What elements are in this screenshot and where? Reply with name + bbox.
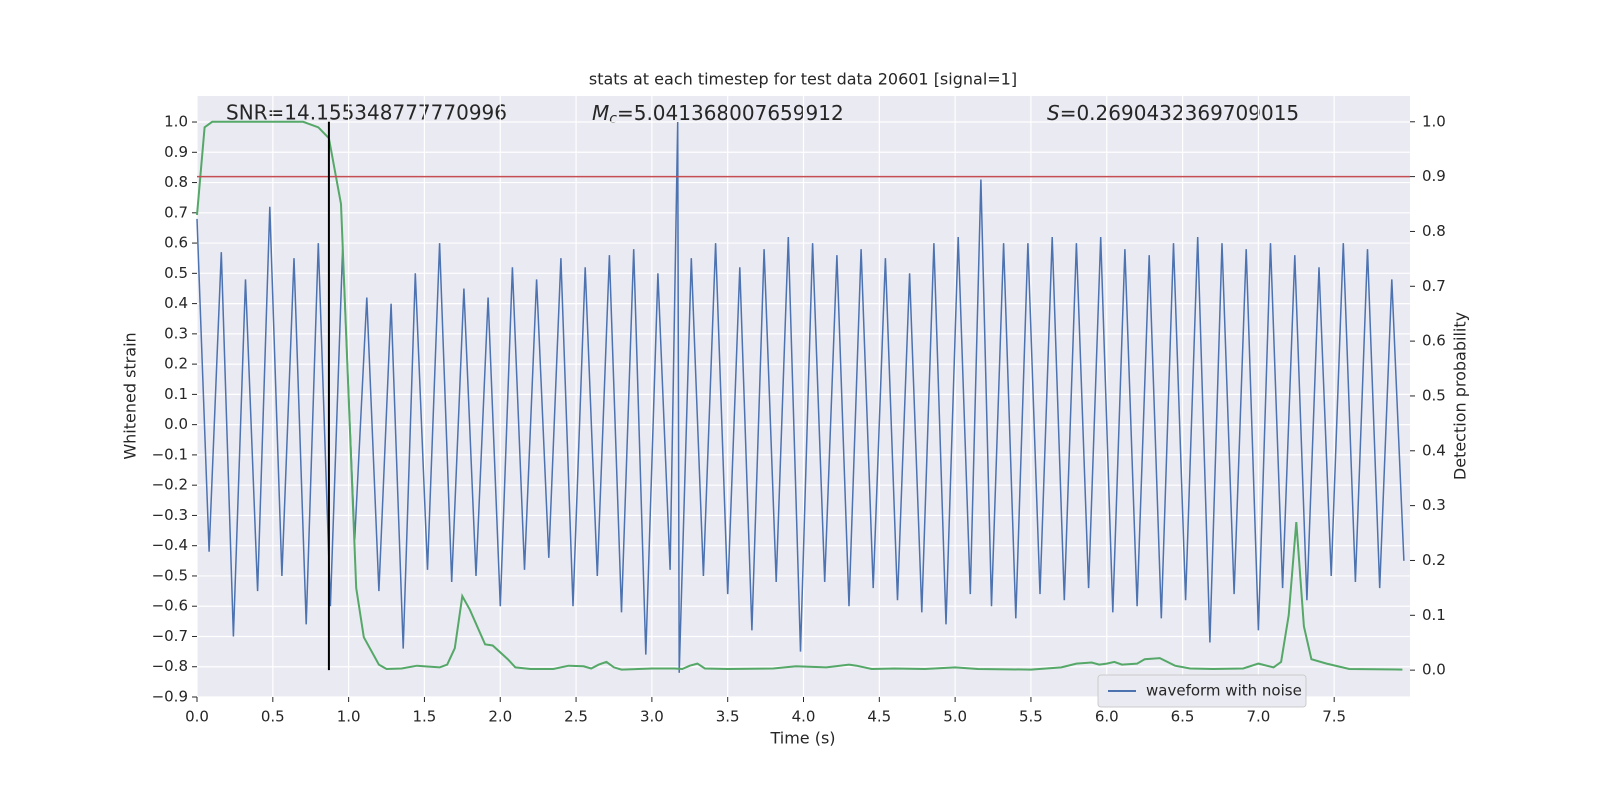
x-tick-label: 2.0 [488,708,512,726]
y2-tick-label: 0.8 [1422,222,1446,240]
annotation: Mc=5.041368007659912 [592,101,844,128]
y-tick-label: 0.1 [164,385,188,403]
y-tick-label: −0.2 [152,476,188,494]
x-tick-label: 4.0 [792,708,816,726]
y2-tick-label: 0.5 [1422,386,1446,404]
y2-tick-label: 0.1 [1422,606,1446,624]
x-tick-label: 6.0 [1095,708,1119,726]
y-tick-label: −0.1 [152,445,188,463]
series-line [196,121,1405,673]
annotation: S=0.2690432369709015 [1047,101,1299,125]
y-tick-label: −0.8 [152,657,188,675]
annotation-text: =5.041368007659912 [617,101,844,125]
y-tick-label: 0.3 [164,324,188,342]
series-line [196,120,1403,671]
x-tick-label: 3.5 [716,708,740,726]
x-tick-label: 1.5 [413,708,437,726]
y2-tick-label: 0.0 [1422,661,1446,679]
annotation-symbol: S [1047,101,1060,125]
y-tick-label: −0.6 [152,597,188,615]
x-tick-label: 6.5 [1171,708,1195,726]
y-tick-label: 0.2 [164,355,188,373]
y-tick-label: 0.0 [164,415,188,433]
y-tick-label: −0.4 [152,536,188,554]
x-tick-label: 2.5 [564,708,588,726]
legend-box [1097,674,1307,708]
y2-tick-label: 0.2 [1422,551,1446,569]
y-tick-label: 0.4 [164,294,188,312]
y-tick-label: 0.6 [164,234,188,252]
y-tick-label: 0.5 [164,264,188,282]
annotation-symbol: M [592,101,609,125]
y2-tick-label: 0.3 [1422,496,1446,514]
y-tick-label: −0.5 [152,566,188,584]
y2-tick-label: 0.4 [1422,441,1446,459]
y-tick-label: 0.7 [164,203,188,221]
y-tick-label: 0.9 [164,143,188,161]
y2-axis-label: Detection probability [1451,312,1470,480]
y-tick-label: 1.0 [164,113,188,131]
x-tick-label: 0.0 [185,708,209,726]
y-tick-label: 0.8 [164,173,188,191]
x-tick-label: 5.0 [943,708,967,726]
x-tick-label: 1.0 [337,708,361,726]
y-axis-label: Whitened strain [121,332,140,459]
x-tick-label: 7.0 [1246,708,1270,726]
y2-tick-label: 0.9 [1422,167,1446,185]
annotation-subscript: c [609,111,617,127]
annotation-text: =0.2690432369709015 [1060,101,1299,125]
y-tick-label: −0.3 [152,506,188,524]
x-tick-label: 0.5 [261,708,285,726]
chart-title: stats at each timestep for test data 206… [589,70,1017,89]
x-tick-label: 5.5 [1019,708,1043,726]
x-axis-label: Time (s) [769,729,835,748]
y2-tick-label: 0.7 [1422,277,1446,295]
y2-tick-label: 0.6 [1422,332,1446,350]
x-tick-label: 7.5 [1322,708,1346,726]
x-tick-label: 4.5 [867,708,891,726]
y-tick-label: −0.9 [152,688,188,706]
x-tick-label: 3.0 [640,708,664,726]
y-tick-label: −0.7 [152,627,188,645]
legend-label: waveform with noise [1146,682,1302,700]
y2-tick-label: 1.0 [1422,112,1446,130]
